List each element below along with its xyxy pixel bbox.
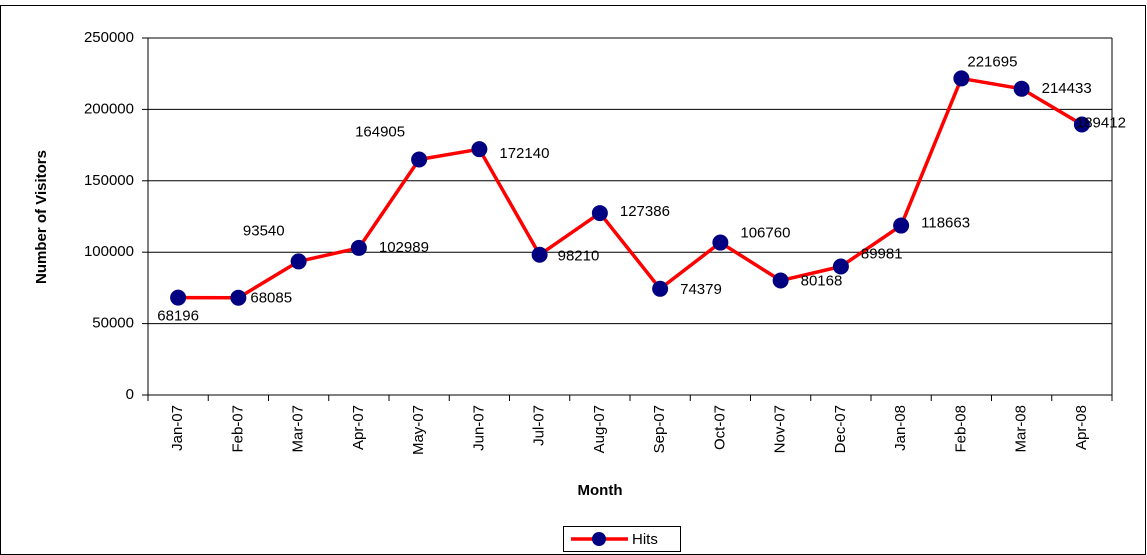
data-label: 89981: [861, 245, 903, 262]
data-point: [350, 239, 367, 256]
x-tick-label: Sep-07: [651, 405, 668, 453]
y-tick-label: 150000: [84, 172, 134, 189]
data-label: 127386: [620, 203, 670, 220]
data-point: [170, 289, 187, 306]
x-tick-label: Nov-07: [772, 405, 789, 453]
x-tick-label: May-07: [410, 405, 427, 455]
data-point: [893, 217, 910, 234]
x-axis-label: Month: [578, 482, 623, 499]
x-tick-label: Apr-08: [1073, 405, 1090, 450]
data-point: [531, 246, 548, 263]
data-label: 164905: [355, 123, 405, 140]
data-point: [471, 141, 488, 158]
data-point: [591, 205, 608, 222]
data-label: 68196: [157, 308, 199, 325]
data-point: [1073, 116, 1090, 133]
x-tick-label: Oct-07: [711, 405, 728, 450]
data-label: 189412: [1076, 114, 1126, 131]
data-label: 68085: [250, 290, 292, 307]
y-tick-label: 50000: [92, 315, 134, 332]
x-tick-label: Jan-07: [169, 405, 186, 451]
data-point: [230, 289, 247, 306]
y-tick-label: 0: [126, 386, 134, 403]
data-point: [772, 272, 789, 289]
legend-label: Hits: [632, 531, 658, 548]
chart-border: [0, 5, 1146, 555]
x-tick-label: Feb-08: [952, 405, 969, 453]
x-tick-label: Jun-07: [470, 405, 487, 451]
x-tick-label: Mar-08: [1013, 405, 1030, 453]
data-label: 80168: [801, 272, 843, 289]
legend-marker: [592, 532, 606, 546]
data-point: [712, 234, 729, 251]
data-label: 214433: [1042, 80, 1092, 97]
y-tick-label: 250000: [84, 29, 134, 46]
x-tick-label: Mar-07: [290, 405, 307, 453]
data-label: 102989: [379, 239, 429, 256]
series-line: [178, 76, 1083, 300]
x-tick-label: Jan-08: [892, 405, 909, 451]
x-tick-label: Dec-07: [832, 405, 849, 453]
y-axis-label: Number of Visitors: [33, 150, 50, 284]
x-tick-label: Apr-07: [350, 405, 367, 450]
data-label: 74379: [680, 281, 722, 298]
data-label: 98210: [558, 248, 600, 265]
data-label: 106760: [740, 225, 790, 242]
x-tick-label: Jul-07: [531, 405, 548, 446]
data-point: [652, 280, 669, 297]
data-label: 221695: [967, 53, 1017, 70]
data-label: 172140: [499, 145, 549, 162]
x-tick-label: Aug-07: [591, 405, 608, 453]
data-point: [1013, 80, 1030, 97]
data-point: [290, 253, 307, 270]
legend: Hits: [563, 526, 681, 552]
data-point: [411, 151, 428, 168]
data-point: [953, 70, 970, 87]
y-tick-label: 100000: [84, 243, 134, 260]
x-tick-label: Feb-07: [229, 405, 246, 453]
data-label: 118663: [921, 215, 970, 232]
y-tick-label: 200000: [84, 100, 134, 117]
data-point: [832, 258, 849, 275]
data-label: 93540: [243, 222, 285, 239]
